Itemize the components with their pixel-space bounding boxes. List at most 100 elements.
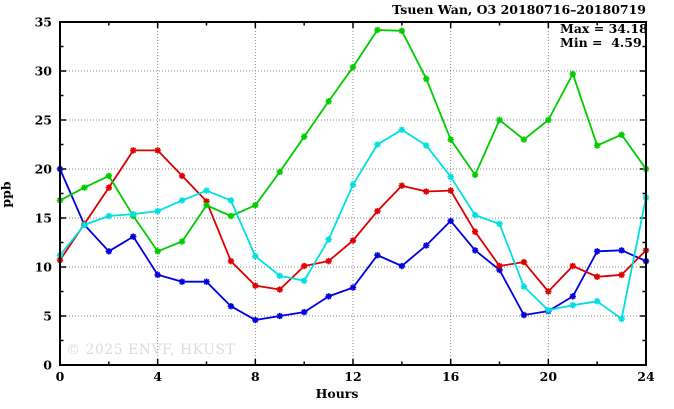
series-blue-marker [154,271,161,279]
series-blue-marker [203,278,210,285]
series-cyan-marker [520,283,528,290]
series-cyan-marker [398,126,406,133]
series-red-marker [130,147,137,154]
series-blue-marker [349,284,357,291]
series-green-marker [178,238,186,245]
series-green-marker [447,136,454,143]
series-cyan-marker [349,181,357,188]
series-green-marker [545,116,552,124]
series-blue-marker [276,312,283,320]
series-red-marker [374,207,381,215]
series-green-marker [300,133,308,140]
series-red-marker [471,228,479,235]
series-red-marker [252,282,259,289]
series-blue-marker [105,248,113,255]
series-green-marker [227,212,235,220]
series-cyan-marker [593,298,601,305]
series-green-marker [496,116,503,124]
series-cyan-marker [81,221,88,229]
series-green-marker [593,142,601,149]
series-red-marker [349,237,357,244]
series-cyan-marker [154,207,161,215]
series-cyan-marker [618,315,625,323]
y-tick-label: 25 [35,113,52,128]
series-blue-marker [569,293,576,300]
series-green-marker [471,171,479,179]
x-tick-label: 20 [540,369,558,384]
series-cyan-marker [374,141,381,148]
y-tick-label: 30 [35,64,53,79]
series-green-marker [252,202,259,209]
series-cyan-marker [105,212,113,220]
series-red-marker [423,188,430,195]
y-tick-label: 0 [43,358,52,373]
series-red-marker [398,182,406,189]
series-green-marker [520,136,528,143]
series-red-marker [178,172,186,180]
series-blue-marker [593,248,601,255]
series-blue-marker [447,217,454,225]
series-red-marker [227,257,235,265]
x-tick-label: 16 [442,369,460,384]
series-cyan-marker [496,220,503,228]
series-cyan-marker [227,197,235,204]
series-red-marker [105,184,113,191]
y-axis-label: ppb [0,181,14,208]
series-green-marker [203,202,210,209]
series-blue-marker [374,252,381,259]
x-tick-label: 0 [56,369,65,384]
max-value-label: Max = 34.18 [560,21,648,36]
series-cyan-marker [545,306,552,314]
series-red-marker [447,187,454,194]
series-cyan-marker [569,302,576,309]
series-blue-marker [471,247,479,254]
series-red-marker [154,147,161,154]
series-green-marker [81,184,88,191]
y-tick-label: 35 [35,15,52,30]
series-blue-marker [227,303,235,310]
series-red-marker [300,262,308,270]
min-value-label: Min = 4.59 [560,35,642,50]
y-tick-label: 10 [35,260,53,275]
series-cyan-marker [300,277,308,284]
series-blue-marker [398,262,406,270]
series-cyan-marker [423,142,430,149]
series-red-marker [325,257,332,265]
x-tick-label: 8 [251,369,260,384]
x-tick-label: 12 [344,369,361,384]
series-blue-marker [423,242,430,249]
series-blue-marker [130,233,137,240]
series-green-marker [154,248,161,255]
series-red-marker [618,271,625,279]
x-tick-label: 4 [153,369,162,384]
x-tick-label: 24 [637,369,655,384]
series-blue-marker [325,293,332,300]
series-green-marker [618,131,625,138]
series-green-marker [423,75,430,83]
chart-title: Tsuen Wan, O3 20180716–20180719 [392,2,646,17]
watermark: © 2025 ENVF, HKUST [66,342,236,358]
series-green-marker [349,63,357,71]
series-red-marker [593,273,601,280]
series-cyan-marker [252,253,259,260]
series-cyan-marker [130,210,137,218]
series-cyan-marker [471,211,479,219]
series-red-marker [569,262,576,270]
series-cyan-marker [447,173,454,181]
y-tick-label: 20 [35,162,53,177]
y-tick-label: 15 [35,211,52,226]
series-blue-marker [300,308,308,316]
series-red-marker [545,288,552,295]
y-tick-label: 5 [43,309,52,324]
series-cyan-marker [178,197,186,204]
series-red-marker [276,286,283,293]
plot-border [59,21,647,366]
series-blue-marker [520,311,528,319]
series-red-marker [520,258,528,266]
series-cyan-marker [203,187,210,194]
series-green-marker [569,70,576,78]
series-red-marker [496,262,503,270]
series-blue-marker [618,247,625,254]
series-green-marker [325,98,332,105]
